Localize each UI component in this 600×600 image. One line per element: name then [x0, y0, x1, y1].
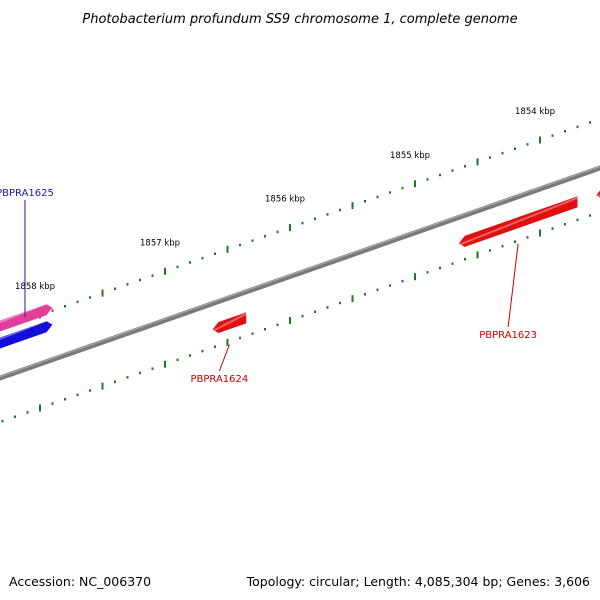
- leader-line: [218, 344, 230, 372]
- map-title: Photobacterium profundum SS9 chromosome …: [82, 12, 517, 27]
- gene-arrow: [0, 304, 53, 332]
- gene-label: PBPRA1624: [190, 374, 248, 385]
- gene-label: PBPRA1623: [479, 330, 537, 341]
- gene-features: [0, 190, 600, 349]
- gene-bevel: [458, 196, 578, 246]
- gene-arrow: [0, 321, 53, 349]
- gene-arrow: [458, 196, 578, 247]
- accession-text: Accession: NC_006370: [9, 574, 151, 589]
- leader-line: [507, 243, 519, 328]
- gene-label: PBPRA1625: [0, 188, 54, 199]
- kbp-tick-tracks: 1854 kbp 1855 kbp 1856 kbp 1857 kbp 1858 kbp…: [1, 107, 591, 423]
- gene-bevel: [212, 312, 247, 333]
- backbone-highlight: [0, 165, 600, 378]
- gene-5-feature: [0, 302, 53, 332]
- kbp-tick-label: 1858 kbp: [15, 282, 55, 292]
- kbp-tick-label: 1857 kbp: [140, 238, 180, 248]
- gene-arrow: [212, 312, 247, 334]
- kbp-tick-label: 1854 kbp: [515, 107, 555, 117]
- gene-bevel: [0, 319, 47, 340]
- gene-arrow: [596, 190, 600, 198]
- kbp-tick-label: 1856 kbp: [265, 195, 305, 205]
- gene-bevel: [0, 302, 47, 323]
- chromosome-backbone: [0, 165, 600, 381]
- topology-text: Topology: circular; Length: 4,085,304 bp…: [246, 574, 590, 589]
- kbp-tick-label: 1855 kbp: [390, 151, 430, 161]
- pbpra1624-feature: [212, 312, 247, 334]
- pbpra1625-feature: [0, 319, 53, 349]
- gene-1-feature: [595, 190, 600, 198]
- backbone-line: [0, 165, 600, 381]
- pbpra1623-feature: [458, 196, 578, 247]
- gene-labels: PBPRA1623PBPRA1624PBPRA1625PBPRA1626PBPR…: [0, 188, 537, 385]
